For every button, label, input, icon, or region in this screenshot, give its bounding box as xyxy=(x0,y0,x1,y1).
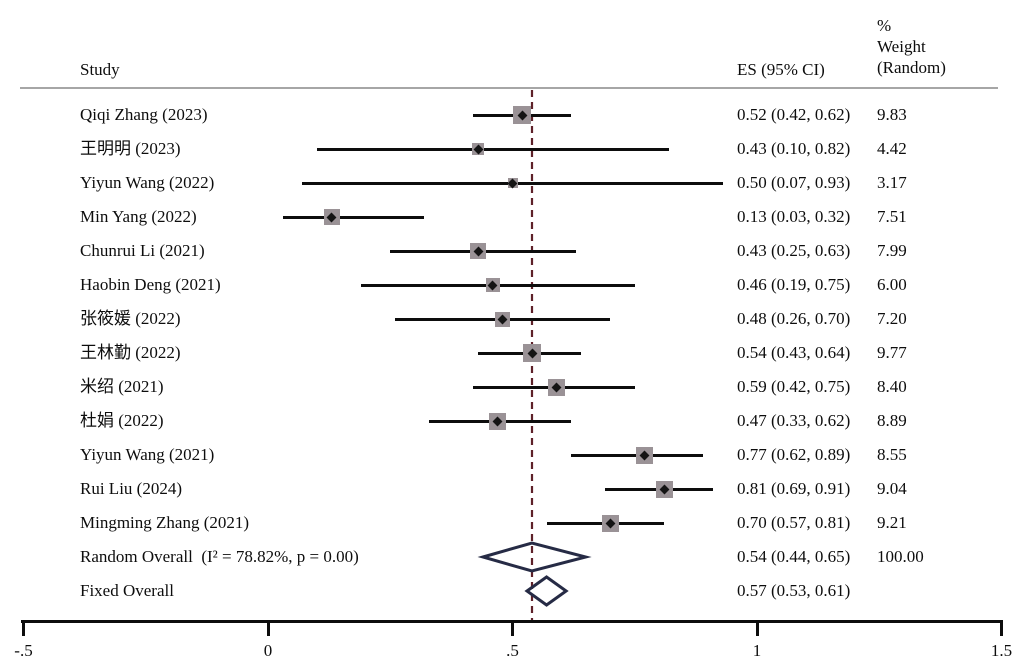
x-axis-tick-label: .5 xyxy=(506,641,519,660)
es-ci-value: 0.52 (0.42, 0.62) xyxy=(737,105,851,124)
weight-value: 7.99 xyxy=(877,241,907,260)
study-label: 杜娟 (2022) xyxy=(80,411,164,430)
x-axis-tick-label: 0 xyxy=(263,641,273,660)
es-ci-value: 0.50 (0.07, 0.93) xyxy=(737,173,851,192)
x-axis-tick xyxy=(755,623,759,636)
weight-value: 8.55 xyxy=(877,445,907,464)
study-label: 米绍 (2021) xyxy=(80,377,164,396)
study-label: Min Yang (2022) xyxy=(80,207,197,226)
study-label: 王明明 (2023) xyxy=(80,139,181,158)
weight-value: 9.21 xyxy=(877,513,907,532)
es-column-header: ES (95% CI) xyxy=(737,60,825,79)
weight-value: 8.89 xyxy=(877,411,907,430)
study-label: Yiyun Wang (2021) xyxy=(80,445,215,464)
es-ci-value: 0.81 (0.69, 0.91) xyxy=(737,479,851,498)
weight-value: 7.51 xyxy=(877,207,907,226)
header-rule xyxy=(20,87,998,89)
study-label: Chunrui Li (2021) xyxy=(80,241,205,260)
overall-label: Random Overall (I² = 78.82%, p = 0.00) xyxy=(80,547,359,566)
es-ci-value: 0.13 (0.03, 0.32) xyxy=(737,207,851,226)
weight-value: 100.00 xyxy=(877,547,924,566)
x-axis xyxy=(21,620,1003,623)
es-ci-value: 0.47 (0.33, 0.62) xyxy=(737,411,851,430)
study-label: Yiyun Wang (2022) xyxy=(80,173,215,192)
x-axis-tick xyxy=(1000,623,1003,636)
study-label: Mingming Zhang (2021) xyxy=(80,513,250,532)
es-ci-value: 0.54 (0.44, 0.65) xyxy=(737,547,851,566)
study-label: 张筱媛 (2022) xyxy=(80,309,181,328)
weight-header-line-percent: % xyxy=(877,16,892,35)
weight-value: 4.42 xyxy=(877,139,907,158)
ci-line xyxy=(316,147,669,151)
x-axis-tick xyxy=(266,623,270,636)
weight-value: 9.04 xyxy=(877,479,907,498)
es-ci-value: 0.46 (0.19, 0.75) xyxy=(737,275,851,294)
weight-value: 9.83 xyxy=(877,105,907,124)
study-label: Haobin Deng (2021) xyxy=(80,275,221,294)
study-label: Qiqi Zhang (2023) xyxy=(80,105,208,124)
x-axis-tick-label: 1.5 xyxy=(990,641,1013,660)
es-ci-value: 0.54 (0.43, 0.64) xyxy=(737,343,851,362)
es-ci-value: 0.57 (0.53, 0.61) xyxy=(737,581,851,600)
weight-column-header: % Weight (Random) xyxy=(877,15,946,78)
weight-value: 7.20 xyxy=(877,309,907,328)
random-overall-diamond xyxy=(477,541,592,573)
weight-value: 6.00 xyxy=(877,275,907,294)
x-axis-tick-label: 1 xyxy=(752,641,762,660)
study-label: 王林勤 (2022) xyxy=(80,343,181,362)
es-ci-value: 0.43 (0.10, 0.82) xyxy=(737,139,851,158)
fixed-overall-diamond xyxy=(524,575,569,607)
es-ci-value: 0.59 (0.42, 0.75) xyxy=(737,377,851,396)
weight-header-line-random: (Random) xyxy=(877,58,946,77)
weight-value: 3.17 xyxy=(877,173,907,192)
ci-line xyxy=(282,215,425,219)
weight-header-line-weight: Weight xyxy=(877,37,926,56)
x-axis-tick xyxy=(22,623,25,636)
es-ci-value: 0.70 (0.57, 0.81) xyxy=(737,513,851,532)
x-axis-tick-label: -.5 xyxy=(14,641,33,660)
overall-label: Fixed Overall xyxy=(80,581,174,600)
es-ci-value: 0.48 (0.26, 0.70) xyxy=(737,309,851,328)
x-axis-tick xyxy=(511,623,514,636)
es-ci-value: 0.77 (0.62, 0.89) xyxy=(737,445,851,464)
weight-value: 9.77 xyxy=(877,343,907,362)
es-ci-value: 0.43 (0.25, 0.63) xyxy=(737,241,851,260)
weight-value: 8.40 xyxy=(877,377,907,396)
study-label: Rui Liu (2024) xyxy=(80,479,182,498)
study-column-header: Study xyxy=(80,60,120,79)
